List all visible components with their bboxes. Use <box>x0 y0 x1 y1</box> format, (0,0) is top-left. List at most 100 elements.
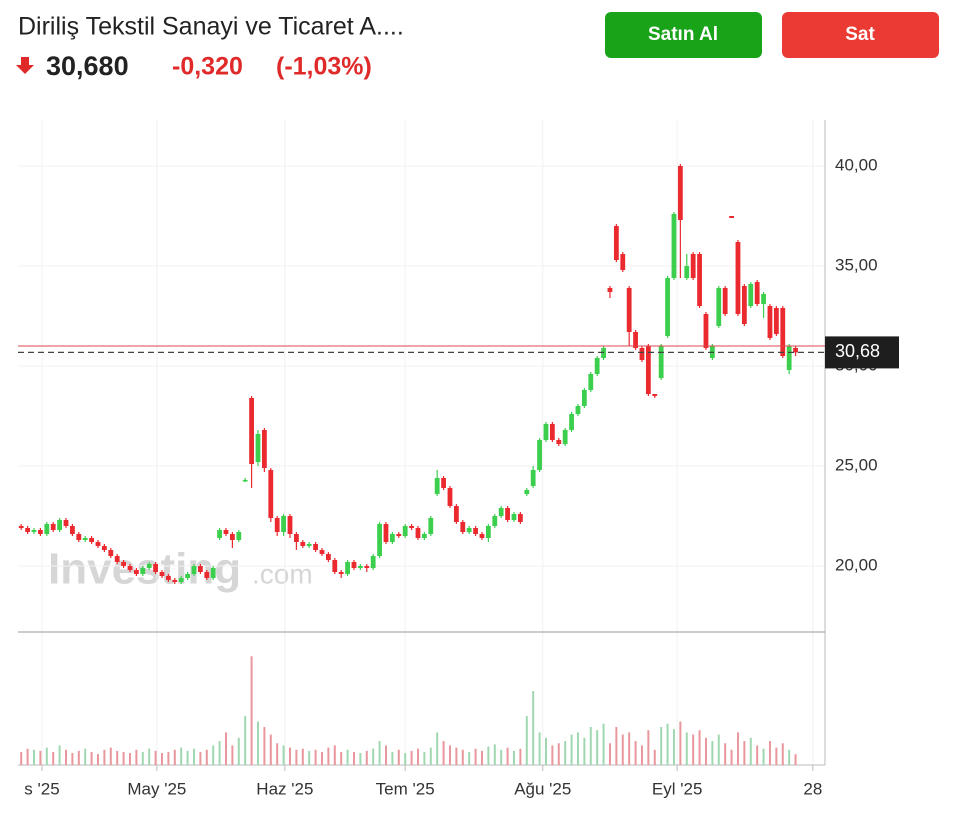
candle-body <box>204 572 210 578</box>
sell-button[interactable]: Sat <box>782 12 939 58</box>
change-percent: (-1,03%) <box>276 53 372 81</box>
buy-label[interactable]: Satın Al <box>648 24 718 45</box>
volume-bar <box>506 747 509 765</box>
volume-bar <box>589 726 592 765</box>
candle-body <box>82 538 88 540</box>
volume-bar <box>583 737 586 765</box>
candle-body <box>261 430 267 468</box>
candle-body <box>473 528 478 534</box>
candle-body <box>18 526 24 528</box>
candle-body <box>498 508 504 516</box>
volume-bar <box>340 751 343 765</box>
candle-body <box>345 562 350 574</box>
down-arrow <box>16 57 34 74</box>
volume-bar <box>730 749 733 765</box>
candle-body <box>415 528 421 538</box>
candle-body <box>44 524 50 534</box>
volume-bar <box>96 754 99 765</box>
candle-body <box>722 288 728 314</box>
volume-bar <box>660 726 663 765</box>
volume-bar <box>378 741 381 765</box>
volume-bar <box>276 743 279 765</box>
volume-bar <box>391 751 394 765</box>
volume-bar <box>205 749 208 765</box>
candle-body <box>185 574 190 578</box>
volume-bar <box>346 749 349 765</box>
candle-body <box>441 478 446 488</box>
volume-bar <box>250 656 253 765</box>
candle-body <box>69 526 75 534</box>
candle-body <box>153 564 158 572</box>
candle-body <box>748 284 754 306</box>
candle-body <box>191 566 197 574</box>
watermark-suffix: .com <box>252 558 313 589</box>
candle-body <box>287 516 293 534</box>
candle-body <box>383 524 389 542</box>
candle-body <box>338 572 344 574</box>
volume-bar <box>736 732 739 765</box>
candle-body <box>421 534 427 538</box>
candle-body <box>581 390 587 406</box>
sell-label[interactable]: Sat <box>845 24 875 45</box>
volume-bar <box>404 753 407 765</box>
y-tick-label: 20,00 <box>835 555 878 574</box>
volume-bar <box>423 751 426 765</box>
volume-bar <box>416 748 419 765</box>
volume-bar <box>768 741 771 765</box>
x-tick-label: Eyl '25 <box>652 779 703 798</box>
candle-body <box>665 278 670 336</box>
candle-body <box>127 566 133 570</box>
volume-bar <box>84 748 87 765</box>
volume-bar <box>32 749 35 765</box>
candle-body <box>492 516 498 526</box>
candle-body <box>530 470 536 486</box>
candle-body <box>76 534 82 540</box>
volume-bar <box>429 747 432 765</box>
buy-button[interactable]: Satın Al <box>605 12 762 58</box>
candle-body <box>165 576 171 580</box>
candle-body <box>306 544 312 546</box>
volume-bar <box>717 734 720 765</box>
candle-body <box>133 570 139 574</box>
candle-body <box>479 534 485 538</box>
candle-body <box>57 520 62 530</box>
volume-bar <box>20 751 23 765</box>
volume-bar <box>602 723 605 765</box>
volume-bar <box>282 745 285 765</box>
candle-body <box>626 288 632 332</box>
volume-bar <box>256 721 259 765</box>
volume-bar <box>218 741 221 765</box>
candle-body <box>31 530 37 532</box>
candle-body <box>575 406 581 414</box>
candle-body <box>773 308 779 334</box>
candle-body <box>434 478 440 494</box>
volume-bar <box>301 748 304 765</box>
candle-body <box>364 566 370 568</box>
last-price-box <box>825 336 899 369</box>
volume-bar <box>628 732 631 765</box>
candle-body <box>594 358 600 374</box>
candle-body <box>607 288 613 292</box>
candle-body <box>543 424 549 440</box>
volume-bar <box>295 749 298 765</box>
x-tick-label: Haz '25 <box>256 779 313 798</box>
volume-bar <box>410 750 413 765</box>
candle-body <box>409 526 414 528</box>
candle-body <box>121 562 126 566</box>
candle-body <box>242 480 248 482</box>
volume-bar <box>640 745 643 765</box>
volume-bar <box>525 716 528 765</box>
volume-bar <box>698 730 701 765</box>
candle-body <box>505 508 510 520</box>
buy-button-bg[interactable] <box>605 12 762 58</box>
volume-bar <box>212 745 215 765</box>
candle-body <box>313 544 318 550</box>
volume-bar <box>608 743 611 765</box>
candle-body <box>677 166 683 220</box>
candle-body <box>466 528 472 532</box>
candle-body <box>697 254 702 306</box>
volume-bar <box>116 750 119 765</box>
sell-button-bg[interactable] <box>782 12 939 58</box>
volume-bar <box>397 749 400 765</box>
